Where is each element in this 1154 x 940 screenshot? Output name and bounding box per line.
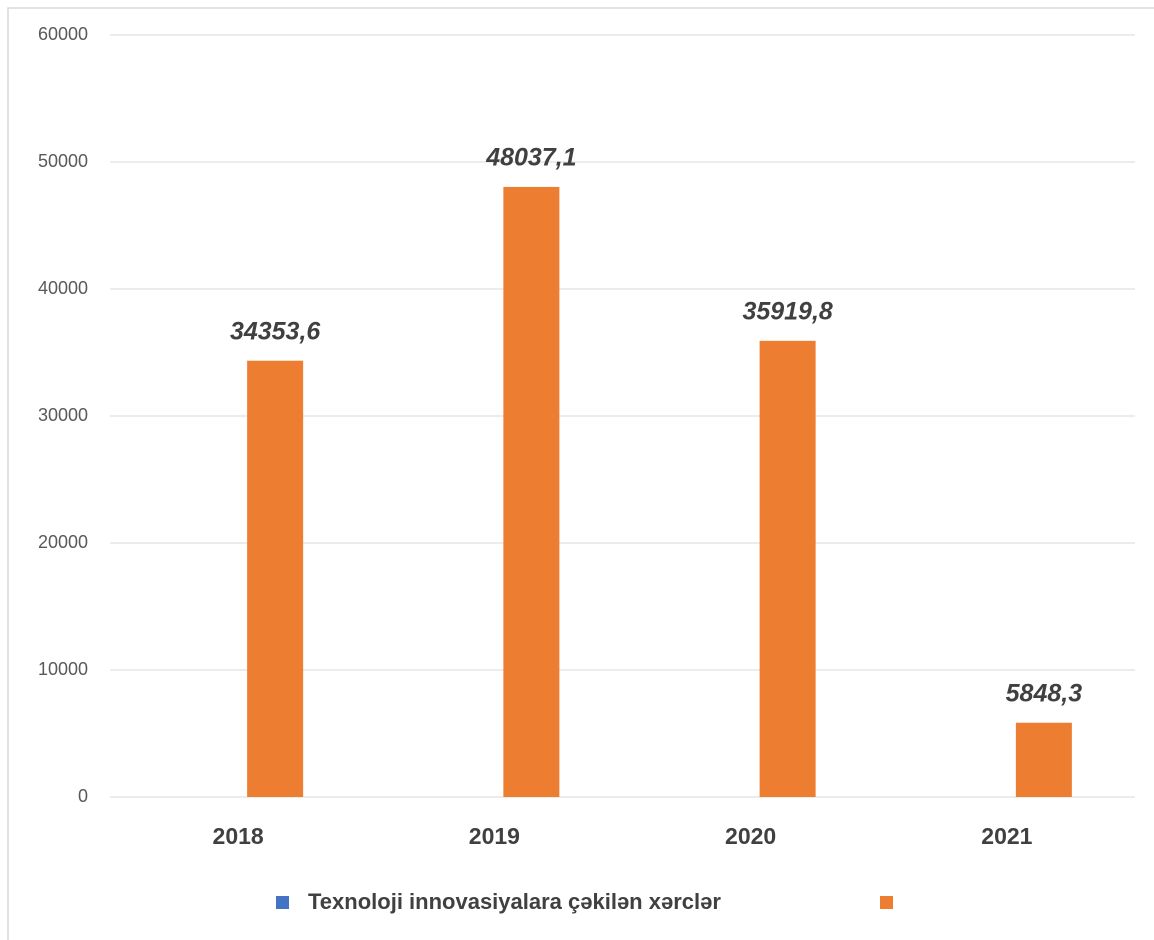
y-tick-label: 0: [78, 786, 88, 806]
chart-border: [7, 7, 1154, 940]
y-tick-label: 40000: [38, 278, 88, 298]
bar: [247, 360, 304, 797]
data-label: 48037,1: [485, 144, 576, 172]
y-tick-label: 10000: [38, 659, 88, 679]
y-tick-label: 20000: [38, 532, 88, 552]
legend-label: Texnoloji innovasiyalara çəkilən xərclər: [308, 889, 721, 914]
legend-swatch: [880, 896, 893, 909]
x-tick-label: 2021: [981, 823, 1032, 849]
data-label: 35919,8: [742, 297, 832, 325]
y-tick-label: 50000: [38, 151, 88, 171]
x-tick-label: 2018: [213, 823, 264, 849]
data-label: 5848,3: [1006, 679, 1083, 707]
bar: [759, 340, 816, 797]
data-label: 34353,6: [230, 317, 321, 345]
x-tick-label: 2020: [725, 823, 776, 849]
bar: [503, 186, 560, 797]
bar: [1015, 722, 1072, 797]
x-tick-label: 2019: [469, 823, 520, 849]
y-tick-label: 30000: [38, 405, 88, 425]
y-tick-label: 60000: [38, 24, 88, 44]
legend-swatch: [276, 896, 289, 909]
